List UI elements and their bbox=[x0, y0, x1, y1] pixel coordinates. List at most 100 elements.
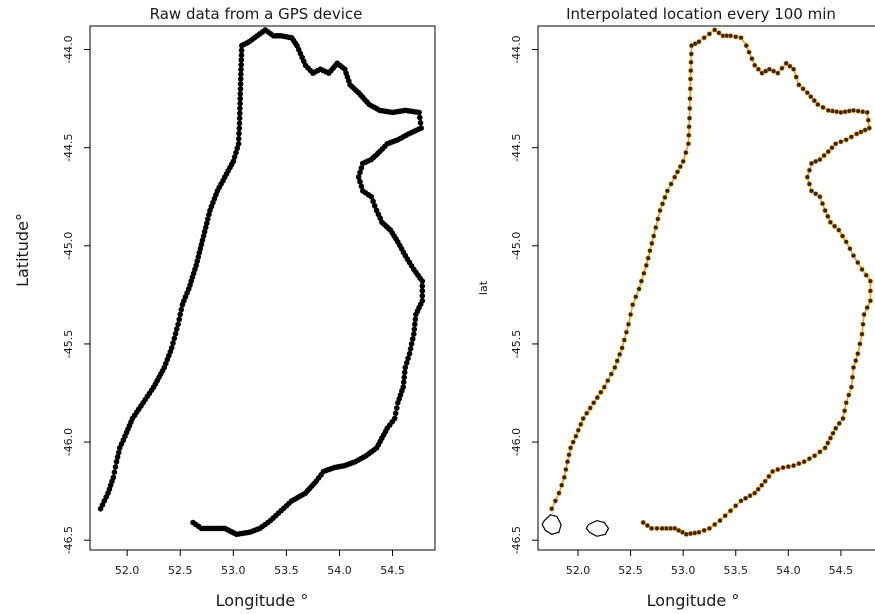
data-point bbox=[755, 486, 761, 492]
y-tick-label: -46.5 bbox=[510, 526, 523, 554]
data-point bbox=[368, 193, 375, 200]
data-point bbox=[755, 66, 762, 72]
data-point bbox=[692, 530, 698, 536]
data-point bbox=[578, 421, 584, 428]
data-point bbox=[197, 245, 204, 252]
data-point bbox=[552, 498, 559, 504]
data-point bbox=[171, 335, 178, 342]
data-point bbox=[783, 60, 789, 66]
y-tick-label: -44.5 bbox=[510, 133, 523, 161]
x-axis-label: Longitude ° bbox=[216, 591, 309, 610]
data-point bbox=[567, 445, 574, 451]
data-point bbox=[848, 134, 855, 140]
data-point bbox=[195, 254, 202, 260]
data-point bbox=[759, 482, 765, 488]
data-point bbox=[653, 224, 659, 231]
data-point bbox=[608, 371, 614, 377]
data-point bbox=[825, 440, 831, 446]
data-point bbox=[727, 33, 734, 39]
data-point bbox=[204, 220, 210, 226]
data-point bbox=[636, 286, 642, 292]
data-point bbox=[358, 165, 365, 171]
data-point bbox=[408, 341, 415, 347]
data-point bbox=[237, 81, 244, 87]
data-point bbox=[686, 115, 693, 121]
data-point bbox=[853, 358, 859, 364]
data-point bbox=[855, 259, 861, 266]
island-outlines bbox=[541, 514, 610, 537]
data-point bbox=[738, 35, 744, 41]
data-point bbox=[836, 227, 842, 233]
data-point bbox=[419, 283, 426, 289]
data-point bbox=[867, 298, 874, 304]
data-point bbox=[647, 248, 653, 254]
data-point bbox=[598, 389, 604, 395]
data-point bbox=[570, 439, 576, 445]
y-axis-label: Latitude° bbox=[13, 213, 32, 287]
data-point bbox=[847, 246, 853, 252]
data-point bbox=[563, 466, 569, 473]
data-point bbox=[199, 237, 206, 243]
data-point bbox=[696, 529, 702, 535]
data-point bbox=[625, 321, 632, 327]
data-point bbox=[413, 311, 419, 318]
data-point bbox=[806, 181, 813, 187]
data-point bbox=[706, 31, 713, 37]
data-point bbox=[787, 63, 793, 69]
data-point bbox=[231, 154, 238, 160]
data-point bbox=[619, 345, 625, 351]
data-point bbox=[237, 95, 243, 102]
data-point bbox=[196, 250, 203, 256]
data-point bbox=[412, 321, 418, 328]
data-point bbox=[193, 262, 199, 269]
data-point bbox=[419, 293, 426, 299]
data-point bbox=[370, 198, 376, 205]
data-point bbox=[419, 278, 426, 284]
data-point bbox=[834, 109, 840, 115]
data-point bbox=[770, 68, 777, 74]
data-point bbox=[674, 169, 681, 175]
data-point bbox=[238, 61, 244, 68]
data-point bbox=[687, 105, 693, 111]
data-point bbox=[833, 141, 839, 147]
plot-frame bbox=[537, 25, 875, 551]
data-point bbox=[357, 178, 363, 185]
data-point bbox=[848, 384, 855, 390]
y-axis-label: lat bbox=[477, 280, 490, 295]
data-point bbox=[617, 351, 623, 358]
y-tick-label: -46.5 bbox=[62, 526, 75, 554]
data-point bbox=[825, 149, 831, 155]
x-axis-label: Longitude ° bbox=[647, 591, 740, 610]
data-point bbox=[238, 47, 245, 54]
x-tick-label: 54.0 bbox=[776, 564, 801, 577]
data-point bbox=[817, 156, 823, 163]
data-point bbox=[766, 473, 772, 480]
island-outline bbox=[541, 514, 562, 535]
x-tick-label: 53.0 bbox=[671, 564, 696, 577]
data-point bbox=[843, 239, 849, 245]
data-point bbox=[712, 521, 718, 528]
data-point bbox=[238, 66, 244, 73]
data-point bbox=[722, 513, 728, 519]
data-point bbox=[190, 519, 196, 526]
data-point bbox=[417, 120, 424, 126]
y-tick-label: -44.0 bbox=[62, 35, 75, 63]
data-point bbox=[357, 169, 363, 176]
data-point bbox=[733, 503, 739, 509]
data-point bbox=[174, 326, 180, 332]
data-point bbox=[394, 405, 400, 411]
data-point bbox=[864, 305, 870, 311]
data-point bbox=[822, 207, 828, 214]
x-tick-label: 53.5 bbox=[723, 564, 748, 577]
data-point bbox=[561, 474, 567, 481]
data-point bbox=[815, 101, 821, 108]
data-point bbox=[727, 508, 734, 514]
y-tick-label: -46.0 bbox=[510, 428, 523, 456]
data-point bbox=[400, 379, 407, 386]
data-point bbox=[198, 241, 205, 248]
data-point bbox=[808, 94, 814, 100]
data-point bbox=[813, 158, 819, 164]
data-point bbox=[612, 364, 618, 371]
data-point bbox=[172, 330, 179, 337]
